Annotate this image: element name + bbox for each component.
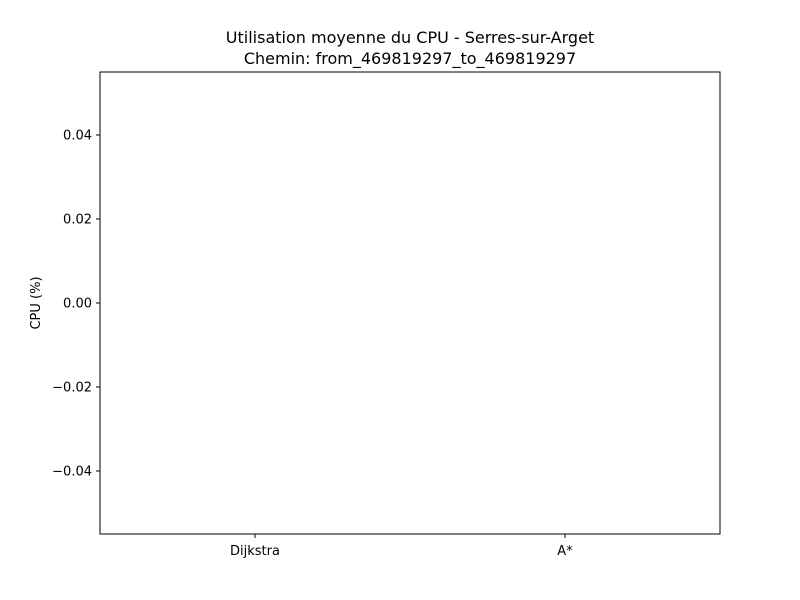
y-axis-ticks: −0.04 −0.02 0.00 0.02 0.04 [52, 129, 100, 480]
y-tick-label: −0.02 [52, 381, 92, 396]
y-tick-label: 0.00 [63, 297, 92, 312]
chart-subtitle: Chemin: from_469819297_to_469819297 [244, 49, 576, 69]
x-axis-ticks: Dijkstra A* [230, 534, 573, 559]
y-tick-label: −0.04 [52, 465, 92, 480]
plot-area-frame [99, 71, 721, 535]
chart-title: Utilisation moyenne du CPU - Serres-sur-… [226, 28, 594, 47]
y-tick-label: 0.04 [63, 129, 92, 144]
y-axis-label: CPU (%) [29, 276, 44, 329]
y-tick-label: 0.02 [63, 213, 92, 228]
x-tick-label: A* [557, 544, 573, 559]
x-tick-label: Dijkstra [230, 544, 280, 559]
